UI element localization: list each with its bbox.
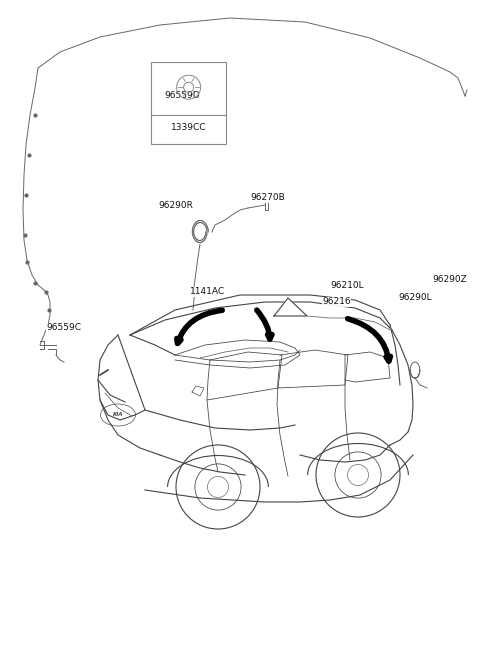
Text: 96559D: 96559D xyxy=(164,91,200,100)
Polygon shape xyxy=(274,298,307,316)
Text: KIA: KIA xyxy=(113,413,123,417)
Text: 96290R: 96290R xyxy=(158,201,193,209)
Text: 96270B: 96270B xyxy=(251,194,286,203)
Text: 96290Z: 96290Z xyxy=(432,276,468,285)
Text: 96559C: 96559C xyxy=(47,323,82,333)
Text: 96290L: 96290L xyxy=(398,293,432,302)
Text: 1339CC: 1339CC xyxy=(171,123,206,133)
Text: 96210L: 96210L xyxy=(330,281,364,289)
Text: 96216: 96216 xyxy=(322,298,350,306)
Bar xyxy=(151,62,226,144)
Text: 1141AC: 1141AC xyxy=(191,287,226,297)
